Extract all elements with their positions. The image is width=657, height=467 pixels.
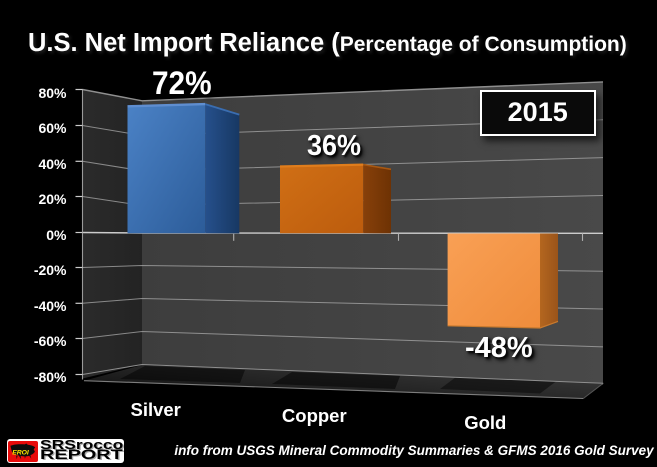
svg-text:EROI: EROI (12, 449, 29, 456)
